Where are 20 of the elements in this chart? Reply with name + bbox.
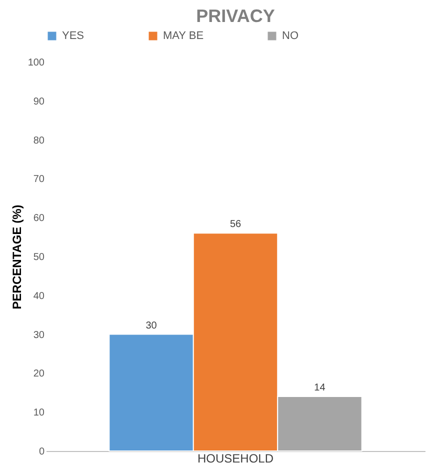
y-axis-title: PERCENTAGE (%): [10, 204, 24, 310]
y-tick-label: 40: [33, 290, 45, 302]
y-tick-label: 50: [33, 252, 45, 263]
legend-label: YES: [62, 30, 84, 42]
y-tick-label: 10: [33, 408, 45, 419]
y-tick-label: 100: [28, 58, 45, 68]
data-label: 14: [314, 382, 326, 394]
y-tick-label: 80: [33, 135, 45, 146]
y-tick-label: 90: [33, 96, 45, 108]
legend-label: MAY BE: [163, 30, 204, 42]
y-tick-label: 20: [33, 368, 45, 380]
data-label: 30: [146, 320, 158, 332]
y-tick-label: 60: [33, 213, 45, 224]
y-tick-label: 0: [38, 446, 45, 458]
chart-title: PRIVACY: [196, 6, 275, 26]
y-tick-label: 70: [33, 174, 45, 186]
legend-label: NO: [282, 30, 299, 42]
x-tick-label: HOUSEHOLD: [197, 452, 274, 466]
data-label: 56: [230, 219, 242, 230]
y-tick-label: 30: [33, 330, 45, 341]
